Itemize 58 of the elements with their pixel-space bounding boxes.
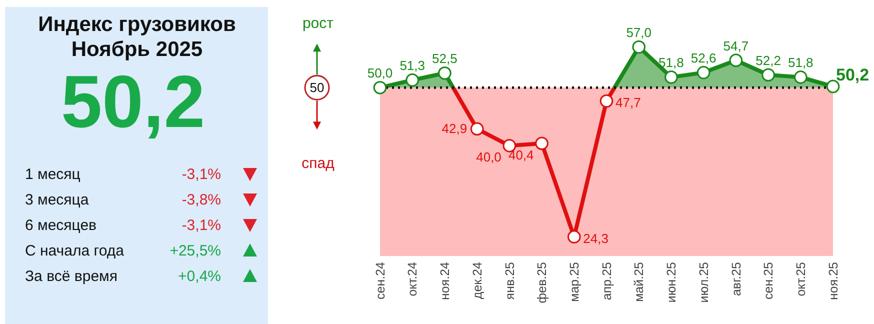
point	[567, 230, 581, 244]
x-tick-label: июн.25	[664, 262, 679, 303]
category-label: 1 месяц	[25, 166, 81, 183]
x-tick-label: апр.25	[600, 262, 614, 300]
text: Ноябрь 2025	[71, 38, 203, 61]
data-label: 51,8	[788, 55, 814, 70]
data-label: +25,5%	[170, 242, 221, 260]
x-tick-label: авг.25	[729, 262, 744, 296]
point	[632, 40, 646, 54]
data-label: 57,0	[626, 25, 652, 40]
data-label: 54,7	[723, 38, 749, 54]
x-tick-label: фев.25	[535, 262, 550, 304]
text: рост	[302, 15, 334, 32]
x-tick-label: ноя.24	[438, 262, 452, 300]
point	[762, 68, 775, 82]
data-label: 47,7	[616, 94, 641, 110]
point	[600, 94, 614, 108]
x-tick-label: янв.25	[502, 262, 517, 300]
point	[470, 122, 484, 136]
text: спад	[302, 155, 335, 172]
point	[373, 80, 387, 94]
category-label: С начала года	[25, 242, 125, 260]
x-tick-label: сен.25	[762, 262, 776, 300]
category-label: 6 месяцев	[25, 217, 97, 234]
x-tick-label: окт.25	[794, 262, 808, 296]
data-label: 51,3	[400, 58, 426, 74]
data-label: +0,4%	[178, 268, 221, 285]
data-label: 50,2	[836, 65, 870, 84]
category-label: За всё время	[25, 268, 118, 285]
data-label: 40,4	[508, 147, 534, 162]
point	[729, 54, 743, 68]
x-tick-label: июл.25	[696, 262, 711, 303]
x-tick-label: окт.24	[406, 262, 420, 296]
point	[535, 136, 548, 150]
data-label: 52,2	[756, 52, 781, 68]
data-label: -3,1%	[182, 166, 221, 183]
text: Индекс грузовиков	[38, 13, 236, 36]
x-tick-label: сен.24	[373, 262, 388, 300]
x-tick-label: ноя.25	[826, 262, 840, 300]
x-tick-label: май.25	[632, 262, 646, 302]
data-label: 40,0	[476, 150, 502, 165]
data-label: -3,8%	[182, 192, 221, 208]
data-label: 52,6	[690, 50, 716, 66]
data-label: 24,3	[583, 230, 608, 246]
x-tick-label: дек.24	[470, 262, 484, 300]
point	[406, 73, 420, 87]
point	[664, 70, 678, 84]
text: 50,2	[60, 60, 206, 143]
category-label: 3 месяца	[25, 192, 90, 208]
x-tick-label: мар.25	[568, 262, 582, 302]
data-label: 52,5	[432, 51, 458, 66]
point	[794, 70, 808, 84]
point	[438, 66, 452, 80]
data-label: 50,0	[367, 66, 393, 81]
data-label: -3,1%	[182, 217, 221, 234]
data-label: 42,9	[442, 120, 468, 136]
ref-line-label: 50	[310, 80, 324, 96]
point	[696, 66, 710, 80]
